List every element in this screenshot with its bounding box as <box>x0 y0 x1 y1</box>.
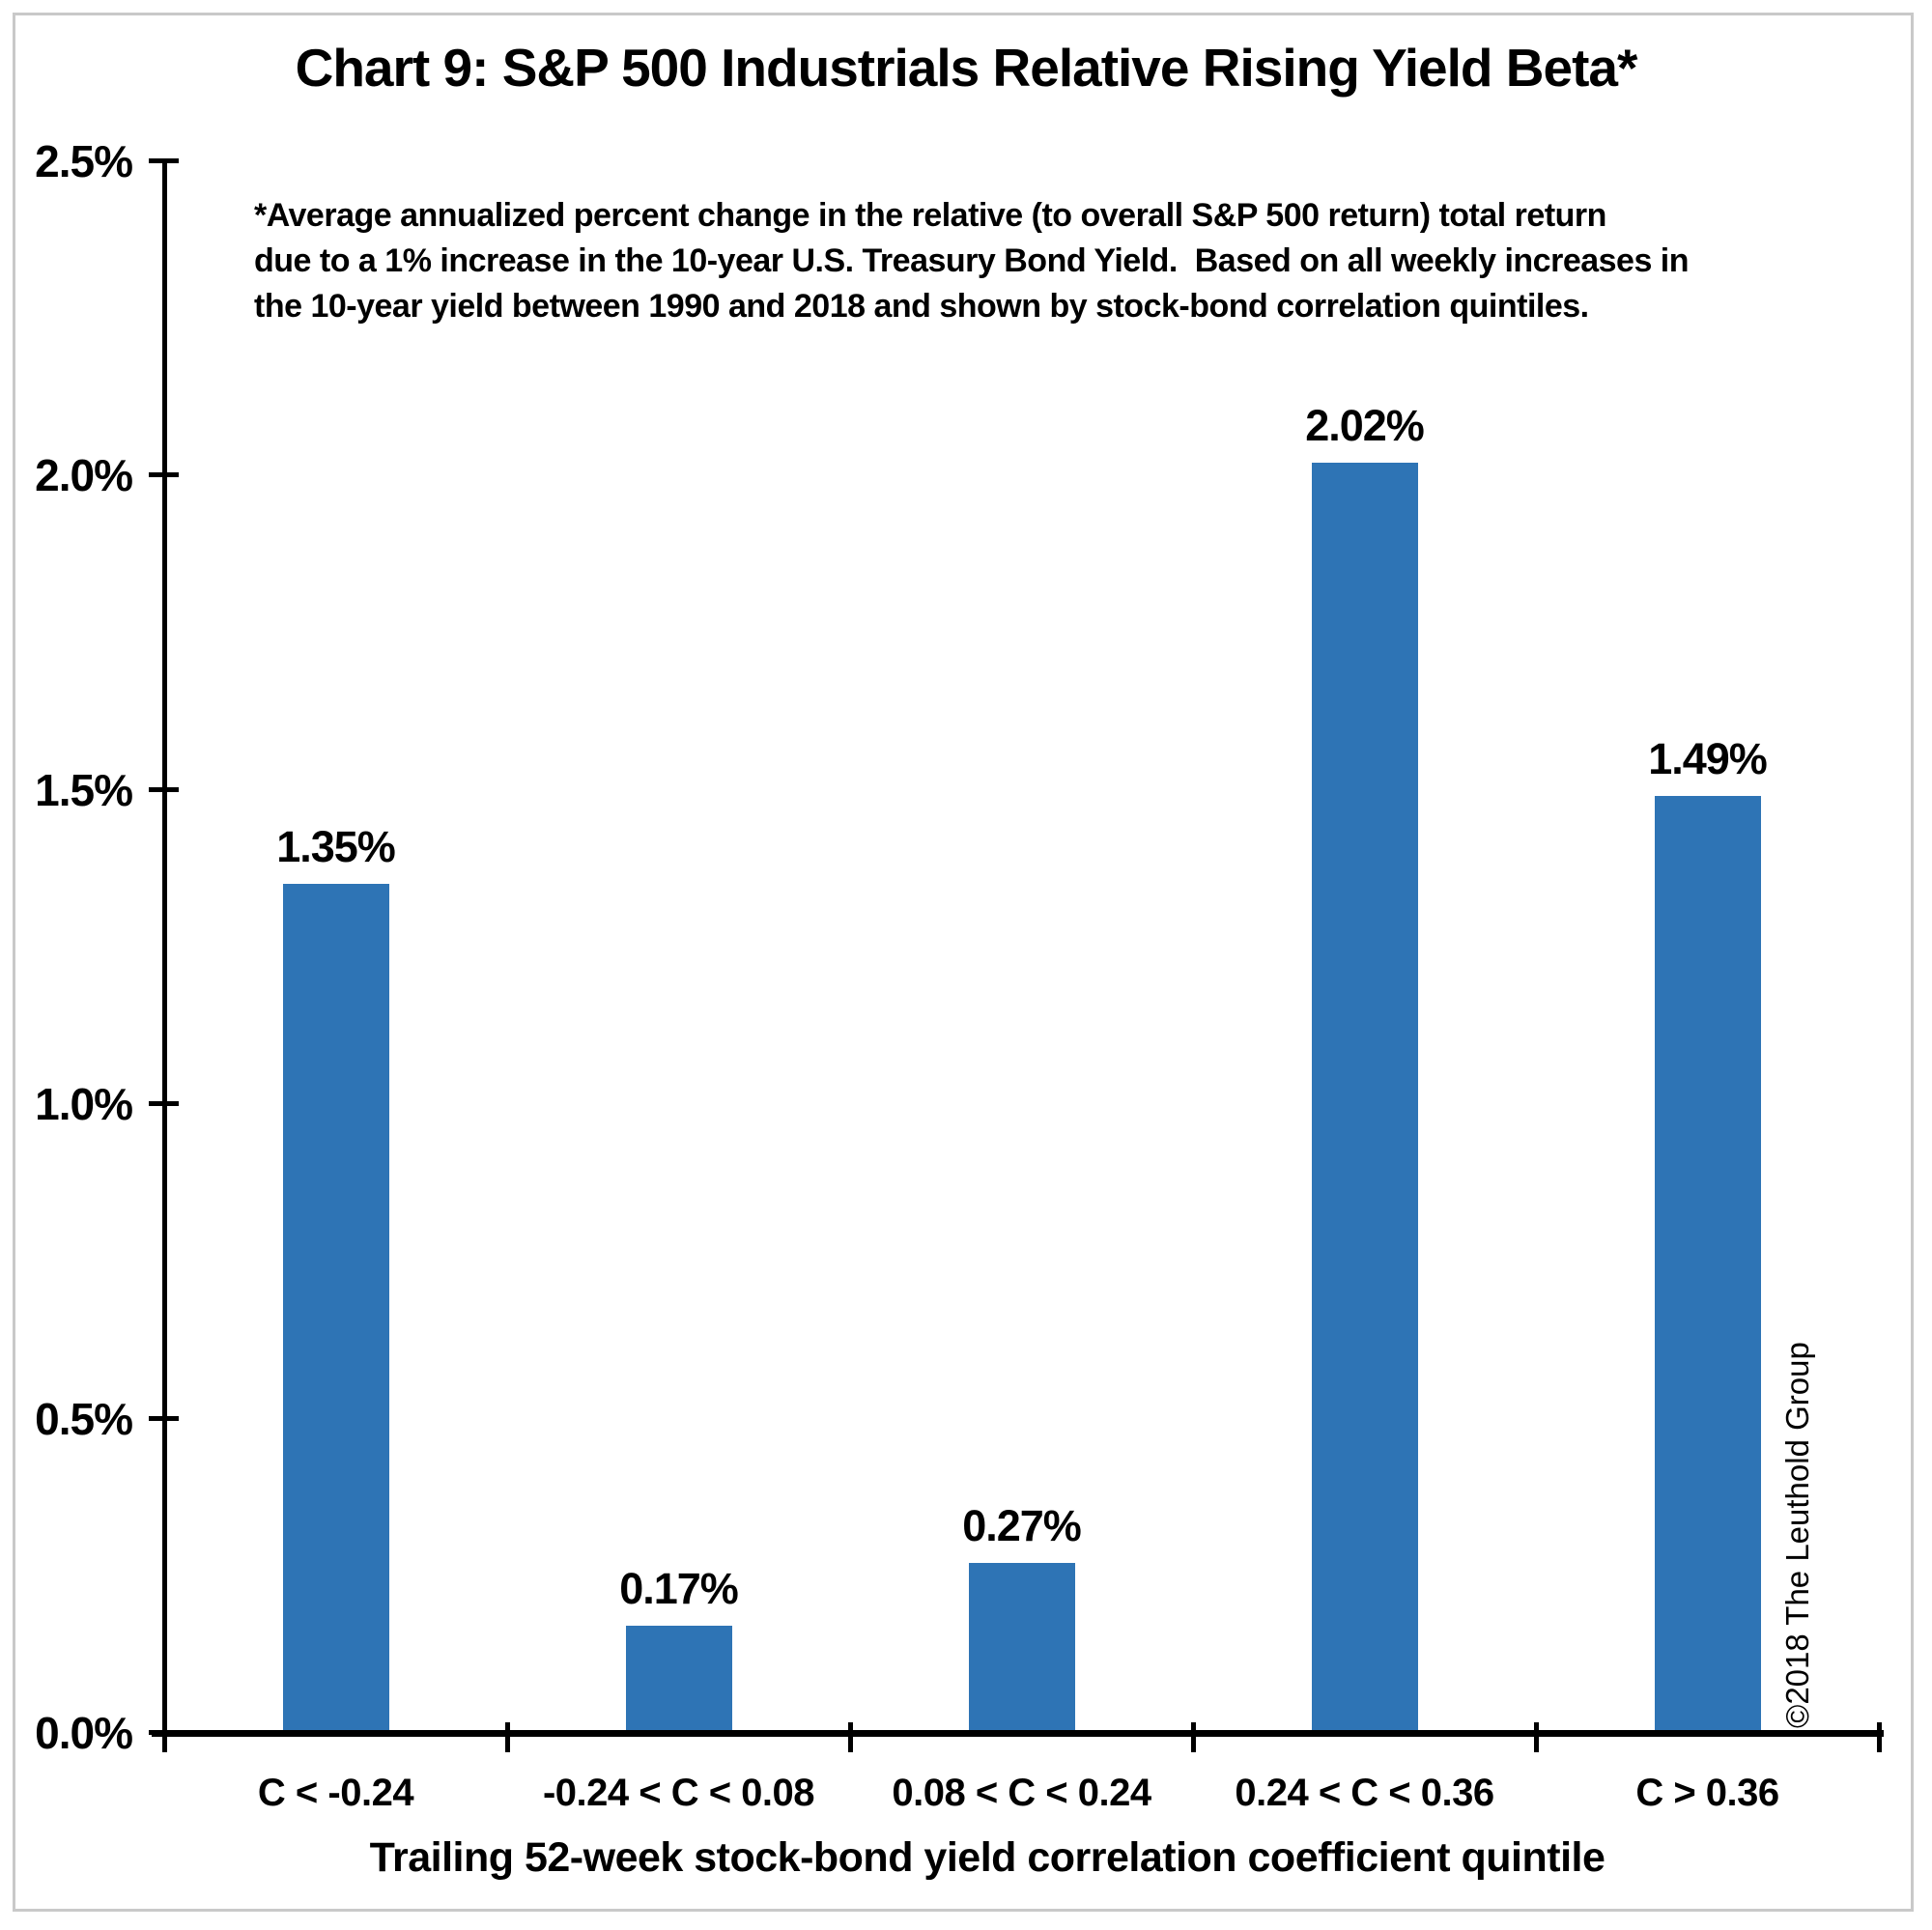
x-axis-category-label: 0.24 < C < 0.36 <box>1235 1772 1494 1814</box>
x-axis-tick <box>1190 1722 1196 1752</box>
copyright-note: ©2018 The Leuthold Group <box>1779 1342 1815 1728</box>
x-axis-category-label: C > 0.36 <box>1635 1772 1779 1814</box>
x-axis-category-label: 0.08 < C < 0.24 <box>892 1772 1151 1814</box>
y-axis-tick-label: 0.5% <box>35 1393 133 1444</box>
x-axis-tick <box>1533 1722 1539 1752</box>
bar-value-label: 1.49% <box>1648 734 1768 783</box>
y-axis-tick-label: 2.5% <box>35 136 133 186</box>
y-axis-tick <box>149 158 179 163</box>
x-axis-category-label: C < -0.24 <box>257 1772 414 1814</box>
chart-footnote: *Average annualized percent change in th… <box>254 197 1690 325</box>
y-axis-tick <box>149 786 179 792</box>
y-axis-tick <box>149 472 179 478</box>
y-axis-tick-label: 1.5% <box>35 764 133 815</box>
y-axis-line <box>162 159 167 1752</box>
figure-border <box>13 13 1914 1912</box>
bar <box>1311 463 1418 1733</box>
bar <box>282 884 389 1733</box>
y-axis-tick <box>149 1101 179 1107</box>
x-axis-tick <box>1876 1722 1882 1752</box>
y-axis-tick <box>149 1415 179 1421</box>
x-axis-tick <box>161 1722 167 1752</box>
x-axis-category-label: -0.24 < C < 0.08 <box>542 1772 815 1814</box>
bar <box>1654 796 1761 1733</box>
x-axis-tick <box>847 1722 853 1752</box>
bar <box>968 1563 1075 1733</box>
y-axis-tick-label: 0.0% <box>35 1708 133 1758</box>
y-axis-tick-label: 1.0% <box>35 1079 133 1130</box>
bar-value-label: 0.17% <box>619 1564 739 1613</box>
x-axis-line <box>152 1730 1884 1737</box>
bar-value-label: 0.27% <box>962 1501 1082 1550</box>
y-axis-tick-label: 2.0% <box>35 450 133 501</box>
bar-value-label: 2.02% <box>1305 401 1425 450</box>
bar-value-label: 1.35% <box>276 822 396 871</box>
x-axis-title: Trailing 52-week stock-bond yield correl… <box>369 1834 1605 1881</box>
chart-title: Chart 9: S&P 500 Industrials Relative Ri… <box>295 38 1638 98</box>
bar <box>625 1626 732 1733</box>
x-axis-tick <box>504 1722 510 1752</box>
